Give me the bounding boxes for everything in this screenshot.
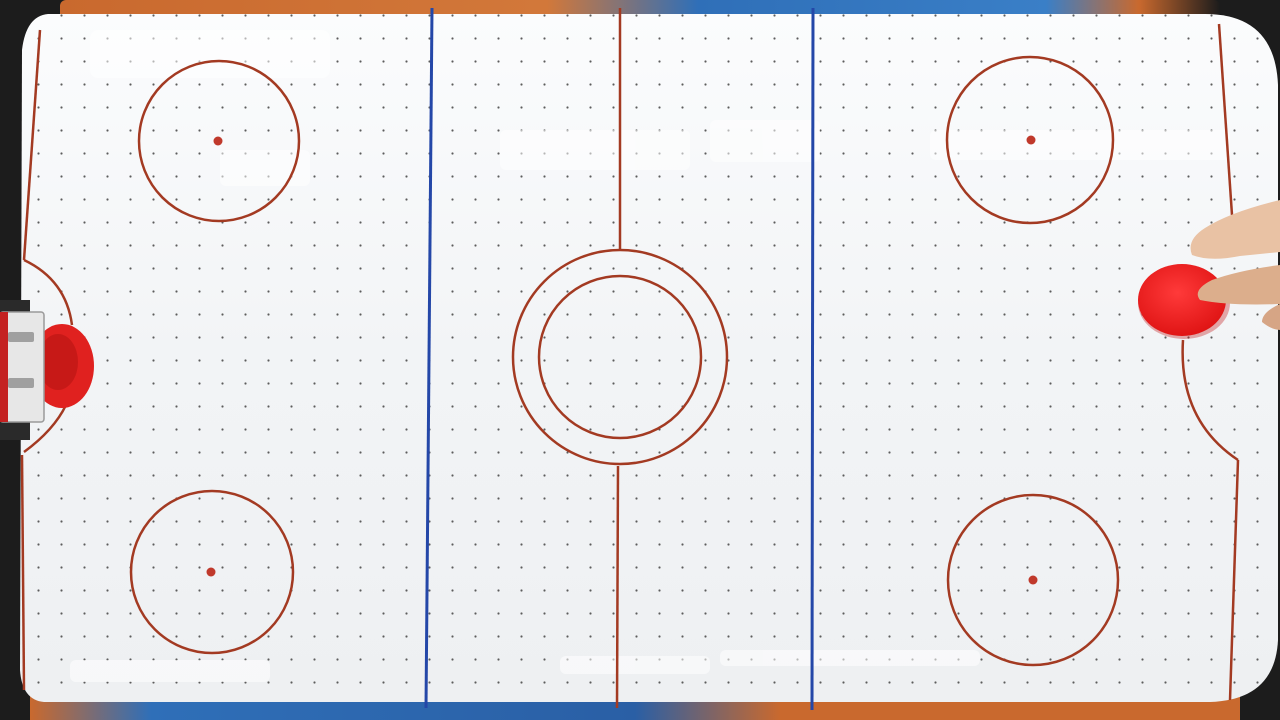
faceoff-circle-bottom-right — [946, 493, 1120, 667]
left-goal-line-bottom — [20, 454, 26, 691]
blue-line-right — [810, 7, 815, 711]
air-hole-grid — [20, 14, 1278, 702]
blue-line-left — [424, 7, 434, 709]
right-goal-line-top — [1217, 23, 1234, 216]
left-goal-line-top — [22, 29, 42, 261]
faceoff-dots — [206, 135, 1038, 585]
faceoff-circle-bottom-left — [129, 489, 295, 655]
center-line-bottom — [615, 465, 620, 709]
player-hand — [1190, 200, 1280, 330]
right-crease — [1181, 339, 1239, 462]
blue-lines — [424, 7, 815, 711]
center-circle-outer — [511, 248, 729, 466]
rink-markings — [20, 8, 1240, 709]
left-goal-paddle[interactable] — [0, 300, 94, 440]
faceoff-circle-top-left — [137, 59, 301, 223]
left-crease-bottom — [23, 404, 68, 454]
center-circle-inner — [537, 274, 703, 440]
light-reflections — [70, 30, 1230, 682]
faceoff-circle-top-right — [945, 55, 1115, 225]
right-goal-line-bottom — [1228, 459, 1240, 701]
left-crease-top — [23, 258, 74, 326]
